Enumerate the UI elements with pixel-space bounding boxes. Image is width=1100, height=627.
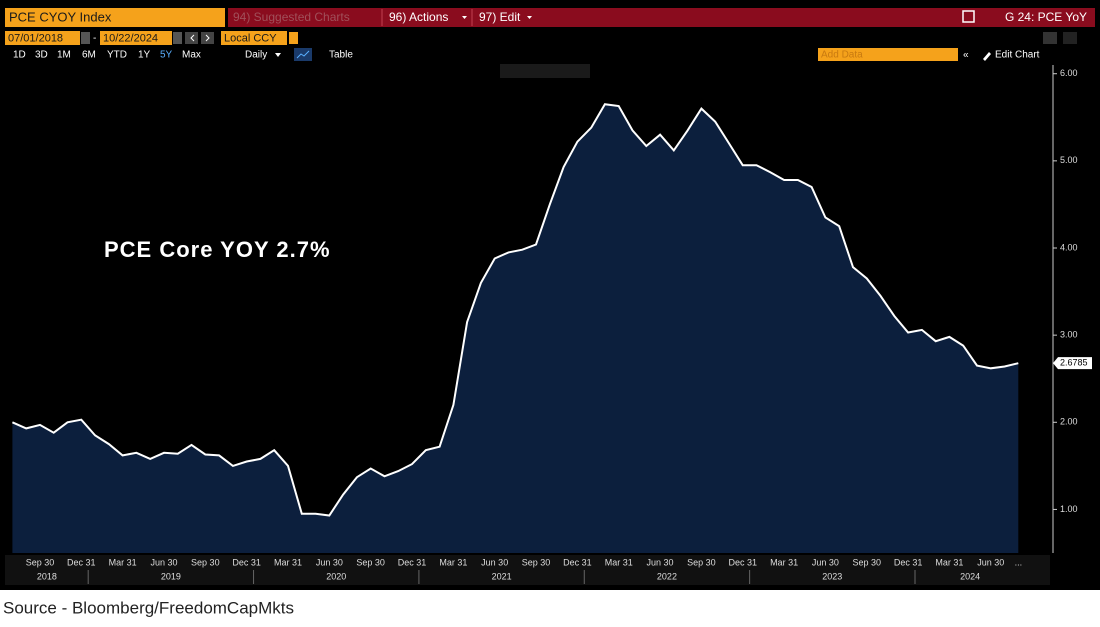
- menu-bar: [228, 8, 1095, 27]
- add-data: Add Data: [821, 50, 863, 61]
- y-tick-label: 3.00: [1060, 330, 1078, 340]
- x-tick-label: Sep 30: [191, 557, 220, 567]
- y-tick-label: 6.00: [1060, 68, 1078, 78]
- x-tick-label: Jun 30: [316, 557, 343, 567]
- y-tick-label: 4.00: [1060, 242, 1078, 252]
- actions-menu[interactable]: 96) Actions: [389, 10, 448, 24]
- y-tick-label: 5.00: [1060, 155, 1078, 165]
- ticker: PCE CYOY Index: [9, 9, 112, 24]
- period-button[interactable]: 1D: [13, 50, 26, 61]
- x-tick-label: Mar 31: [109, 557, 137, 567]
- y-tick-label: 1.00: [1060, 504, 1078, 514]
- last-value-tag: [1053, 357, 1092, 370]
- ticker-box[interactable]: [5, 8, 225, 27]
- annotation: PCE Core YOY 2.7%: [104, 237, 331, 262]
- period-button[interactable]: Max: [182, 50, 201, 61]
- collapse-icon[interactable]: «: [963, 50, 969, 61]
- period-buttons: 1D 3D 1M 6M YTD 1Y 5Y Max: [13, 50, 201, 61]
- period-button[interactable]: 5Y: [160, 50, 173, 61]
- chart-tools[interactable]: [500, 64, 590, 78]
- chart: 1.00 2.00 3.00 4.00 5.00 6.00 2.6785 Sep 30 Dec …: [5, 65, 1092, 585]
- dropdown-arrow: [527, 16, 532, 19]
- end-date: 10/22/2024: [103, 32, 158, 44]
- chart-type-button[interactable]: [294, 48, 312, 61]
- year-label: 2018: [37, 571, 57, 581]
- x-tick-label: Dec 31: [894, 557, 923, 567]
- year-label: 2020: [326, 571, 346, 581]
- x-tick-label: Mar 31: [274, 557, 302, 567]
- line: [11, 103, 1019, 517]
- year-label: 2023: [822, 571, 842, 581]
- x-tick-label: Dec 31: [398, 557, 427, 567]
- x-tick-label: Jun 30: [150, 557, 177, 567]
- start-date-field[interactable]: [5, 31, 80, 45]
- pencil-icon: [983, 52, 991, 61]
- x-tick-label: Jun 30: [647, 557, 674, 567]
- x-tick-label: Sep 30: [356, 557, 385, 567]
- next-icon: [205, 34, 210, 42]
- dropdown-arrow: [462, 16, 467, 19]
- currency: Local CCY: [224, 32, 277, 44]
- y-tick-label: 2.00: [1060, 417, 1078, 427]
- last-value-label: 2.6785: [1060, 358, 1088, 368]
- calendar-button[interactable]: [81, 32, 90, 44]
- next-button[interactable]: [201, 32, 214, 44]
- area: [12, 104, 1019, 553]
- x-tick-label: Sep 30: [522, 557, 551, 567]
- period-button[interactable]: 6M: [82, 50, 96, 61]
- period-button[interactable]: YTD: [107, 50, 127, 61]
- source-note: Source - Bloomberg/FreedomCapMkts: [3, 598, 294, 617]
- edit-menu[interactable]: 97) Edit: [479, 10, 521, 24]
- x-tick-label: Jun 30: [977, 557, 1004, 567]
- chart-id: G 24: PCE YoY: [1005, 10, 1087, 24]
- x-tick-label: Dec 31: [563, 557, 592, 567]
- date-dash: -: [93, 33, 96, 44]
- year-label: 2021: [492, 571, 512, 581]
- x-tick-label: Jun 30: [481, 557, 508, 567]
- x-tick-label: Mar 31: [439, 557, 467, 567]
- period-button[interactable]: 1Y: [138, 50, 151, 61]
- suggested-charts[interactable]: 94) Suggested Charts: [233, 10, 350, 24]
- popout-icon[interactable]: [962, 10, 975, 23]
- x-tick-label: Jun 30: [812, 557, 839, 567]
- x-tick-label: Sep 30: [687, 557, 716, 567]
- x-tick-label: Mar 31: [605, 557, 633, 567]
- start-date: 07/01/2018: [8, 32, 63, 44]
- chart-type-icon: [296, 50, 310, 59]
- year-label: 2024: [960, 571, 980, 581]
- frequency[interactable]: Daily: [245, 50, 267, 61]
- x-tick-label: Mar 31: [935, 557, 963, 567]
- dropdown-arrow: [275, 53, 281, 57]
- calendar-button[interactable]: [173, 32, 182, 44]
- x-tick-label: Dec 31: [67, 557, 96, 567]
- prev-icon: [190, 34, 195, 42]
- x-tick-label: Mar 31: [770, 557, 798, 567]
- x-tick-label: Sep 30: [26, 557, 55, 567]
- redo-button[interactable]: [1063, 32, 1077, 44]
- x-tick-label: Dec 31: [232, 557, 261, 567]
- period-button[interactable]: 3D: [35, 50, 48, 61]
- end-date-field[interactable]: [100, 31, 172, 45]
- x-tick-label: ...: [1015, 557, 1023, 567]
- x-tick-label: Dec 31: [728, 557, 757, 567]
- x-axis-band: [5, 555, 1050, 585]
- edit-chart[interactable]: Edit Chart: [995, 50, 1040, 61]
- add-data-field[interactable]: [818, 48, 958, 61]
- year-label: 2022: [657, 571, 677, 581]
- undo-button[interactable]: [1043, 32, 1057, 44]
- table-button[interactable]: Table: [329, 50, 353, 61]
- currency-dropdown[interactable]: [289, 32, 298, 44]
- year-label: 2019: [161, 571, 181, 581]
- period-button[interactable]: 1M: [57, 50, 71, 61]
- x-tick-label: Sep 30: [852, 557, 881, 567]
- currency-field[interactable]: [221, 31, 287, 45]
